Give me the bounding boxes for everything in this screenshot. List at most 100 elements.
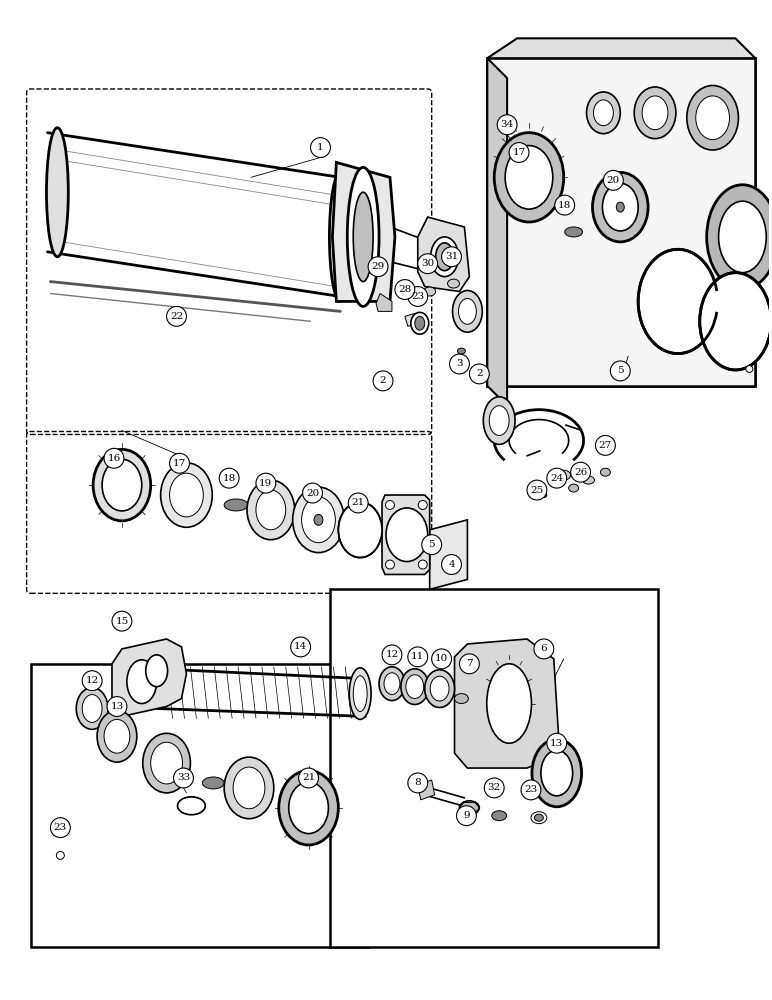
Text: 8: 8	[415, 778, 421, 787]
Polygon shape	[333, 162, 395, 301]
Ellipse shape	[587, 92, 620, 134]
Text: 6: 6	[540, 644, 547, 653]
Ellipse shape	[279, 771, 338, 845]
Circle shape	[547, 468, 567, 488]
Text: 18: 18	[222, 474, 235, 483]
Circle shape	[256, 473, 276, 493]
Circle shape	[112, 611, 132, 631]
Ellipse shape	[385, 500, 394, 509]
Ellipse shape	[127, 660, 157, 704]
Circle shape	[395, 280, 415, 299]
Ellipse shape	[706, 185, 772, 289]
Polygon shape	[405, 313, 418, 326]
Text: 10: 10	[435, 654, 449, 663]
Ellipse shape	[143, 733, 191, 793]
Ellipse shape	[415, 316, 425, 330]
Text: 28: 28	[398, 285, 411, 294]
Polygon shape	[487, 38, 755, 58]
Ellipse shape	[448, 279, 459, 288]
Text: 23: 23	[524, 785, 537, 794]
Ellipse shape	[483, 397, 515, 444]
Polygon shape	[487, 58, 507, 406]
Circle shape	[418, 254, 438, 274]
Circle shape	[408, 287, 428, 306]
Ellipse shape	[411, 312, 428, 334]
Ellipse shape	[302, 497, 335, 543]
Circle shape	[484, 778, 504, 798]
Ellipse shape	[541, 750, 573, 796]
Text: 24: 24	[550, 474, 564, 483]
Ellipse shape	[452, 291, 482, 332]
Ellipse shape	[564, 227, 583, 237]
Ellipse shape	[104, 719, 130, 753]
Circle shape	[422, 535, 442, 555]
Text: 13: 13	[110, 702, 124, 711]
Ellipse shape	[102, 459, 142, 511]
Circle shape	[547, 733, 567, 753]
Ellipse shape	[424, 287, 435, 296]
Ellipse shape	[435, 243, 453, 271]
Text: 7: 7	[466, 659, 472, 668]
Ellipse shape	[338, 502, 382, 558]
Circle shape	[442, 247, 462, 267]
Ellipse shape	[719, 201, 767, 273]
Text: 26: 26	[574, 468, 587, 477]
Ellipse shape	[289, 782, 328, 834]
Ellipse shape	[425, 670, 455, 707]
Polygon shape	[112, 639, 187, 716]
Ellipse shape	[354, 676, 367, 711]
Ellipse shape	[161, 463, 212, 527]
Ellipse shape	[330, 172, 351, 301]
Ellipse shape	[601, 468, 611, 476]
Text: 9: 9	[463, 811, 469, 820]
Ellipse shape	[642, 96, 668, 130]
Ellipse shape	[531, 812, 547, 824]
Circle shape	[174, 768, 194, 788]
Text: 33: 33	[177, 773, 190, 782]
Text: 21: 21	[351, 498, 365, 507]
Ellipse shape	[401, 669, 428, 705]
Ellipse shape	[247, 480, 295, 540]
Circle shape	[509, 143, 529, 162]
Ellipse shape	[687, 86, 739, 150]
Ellipse shape	[347, 167, 379, 306]
Ellipse shape	[418, 500, 427, 509]
Circle shape	[442, 555, 462, 574]
Ellipse shape	[170, 473, 203, 517]
Ellipse shape	[459, 298, 476, 324]
Text: 2: 2	[476, 369, 482, 378]
Ellipse shape	[418, 560, 427, 569]
Ellipse shape	[569, 484, 578, 492]
Ellipse shape	[354, 192, 373, 282]
Ellipse shape	[46, 128, 68, 257]
Circle shape	[611, 361, 630, 381]
Circle shape	[534, 639, 554, 659]
Text: 20: 20	[306, 489, 319, 498]
Ellipse shape	[233, 767, 265, 809]
Circle shape	[291, 637, 310, 657]
Circle shape	[219, 468, 239, 488]
Ellipse shape	[638, 249, 718, 354]
Circle shape	[348, 493, 368, 513]
Ellipse shape	[430, 676, 449, 701]
Ellipse shape	[224, 757, 274, 819]
Ellipse shape	[151, 742, 182, 784]
Ellipse shape	[699, 273, 771, 370]
Ellipse shape	[224, 499, 248, 511]
Ellipse shape	[592, 172, 648, 242]
Text: 5: 5	[617, 366, 624, 375]
Text: 5: 5	[428, 540, 435, 549]
Circle shape	[459, 654, 479, 674]
Text: 17: 17	[173, 459, 186, 468]
Circle shape	[408, 647, 428, 667]
Ellipse shape	[746, 365, 753, 372]
Bar	[31, 664, 368, 947]
Text: 29: 29	[371, 262, 384, 271]
Polygon shape	[455, 639, 559, 768]
Text: 19: 19	[259, 479, 273, 488]
Ellipse shape	[492, 811, 506, 821]
Text: 31: 31	[445, 252, 458, 261]
Circle shape	[555, 195, 574, 215]
Ellipse shape	[379, 667, 405, 701]
Ellipse shape	[635, 87, 676, 139]
